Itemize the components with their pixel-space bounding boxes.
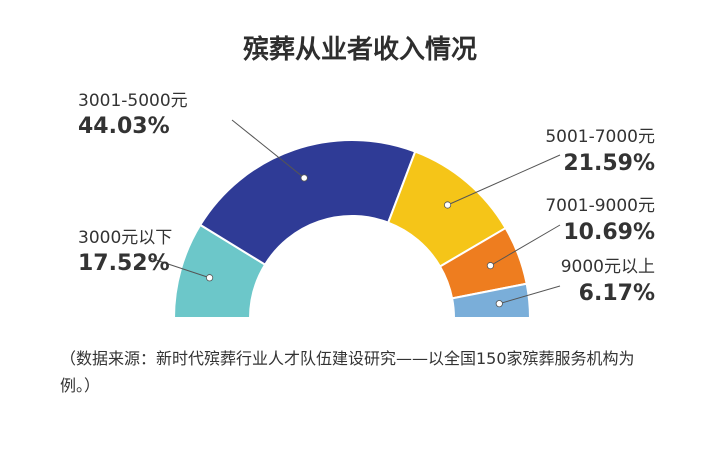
donut-slices bbox=[172, 139, 532, 319]
slice-value-label-1: 17.52% bbox=[78, 251, 170, 276]
slice-marker-5 bbox=[495, 300, 503, 308]
leader-line-4 bbox=[490, 224, 561, 267]
slice-marker-4 bbox=[486, 262, 495, 270]
slice-marker-3 bbox=[443, 201, 452, 209]
slice-labels: 3000元以下 17.52% 3001-5000元 44.03% 5001-7000元 2… bbox=[78, 91, 655, 306]
source-note: （数据来源：新时代殡葬行业人才队伍建设研究——以全国150家殡葬服务机构为例。） bbox=[60, 349, 635, 395]
slice-category-label-2: 3001-5000元 bbox=[78, 91, 188, 111]
slice-marker-2 bbox=[300, 174, 308, 182]
leader-line-1 bbox=[149, 257, 210, 279]
slice-2 bbox=[198, 139, 417, 267]
slice-category-label-5: 9000元以上 bbox=[561, 257, 655, 277]
leader-line-5 bbox=[499, 285, 561, 305]
chart-title: 殡葬从业者收入情况 bbox=[243, 34, 477, 65]
slice-marker-1 bbox=[205, 274, 214, 282]
slice-value-label-2: 44.03% bbox=[78, 114, 170, 139]
slice-category-label-1: 3000元以下 bbox=[78, 228, 172, 248]
slice-category-label-4: 7001-9000元 bbox=[545, 196, 655, 216]
leader-lines bbox=[149, 119, 561, 308]
leader-line-2 bbox=[231, 119, 305, 179]
leader-line-3 bbox=[447, 154, 561, 206]
slice-value-label-3: 21.59% bbox=[563, 151, 655, 176]
slice-value-label-4: 10.69% bbox=[563, 220, 655, 245]
slice-category-label-3: 5001-7000元 bbox=[545, 127, 655, 147]
slice-value-label-5: 6.17% bbox=[579, 281, 655, 306]
